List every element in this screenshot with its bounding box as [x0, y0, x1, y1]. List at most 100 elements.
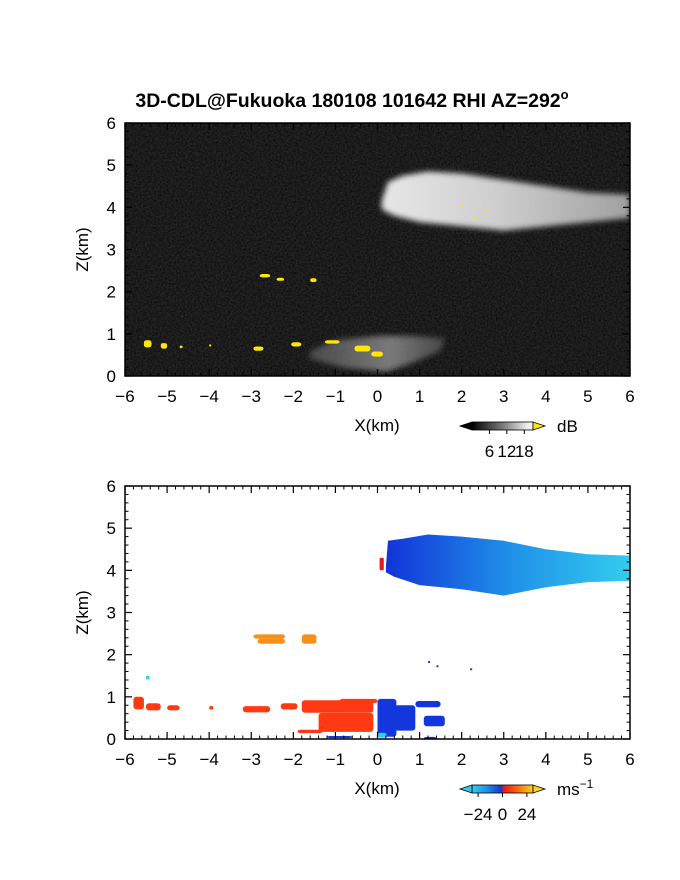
- echo-patch-low-level-negative: [377, 698, 397, 737]
- echo-patch-isolated: [428, 661, 431, 664]
- panel-2: −6 −5 −4 −3 −2 −1 0 1 2 3 4 5 6 0 1 2 3 4 5 6 X(km) Z(km) −24 0…: [73, 477, 635, 824]
- echo-patch-low-level-positive: [133, 696, 144, 710]
- echo-patch-high-backscatter: [259, 274, 271, 278]
- colorbar-unit-exponent: −1: [580, 777, 594, 791]
- x-tick-label: 1: [415, 387, 424, 406]
- x-tick-label: 2: [457, 387, 466, 406]
- x-tick-label: 4: [541, 750, 550, 769]
- x-tick-label: 1: [415, 750, 424, 769]
- x-tick-label: −3: [242, 387, 261, 406]
- y-tick-label: 6: [107, 114, 116, 133]
- echo-patch-low-level-positive: [146, 703, 161, 711]
- echo-patch-low-level-positive: [280, 703, 298, 710]
- colorbar: −24 0 24 ms−1: [458, 777, 594, 824]
- colorbar-unit: dB: [557, 417, 578, 436]
- y-tick-label: 3: [107, 604, 116, 623]
- x-tick-label: 5: [583, 750, 592, 769]
- colorbar-high-triangle: [532, 784, 547, 794]
- echo-patch-high-backscatter: [143, 340, 152, 348]
- plot-background: [125, 486, 630, 739]
- echo-patch-low-level-positive: [297, 729, 323, 734]
- echo-patch-high-backscatter: [354, 345, 371, 352]
- echo-patch-high-backscatter: [474, 217, 477, 220]
- degree-symbol: o: [561, 87, 569, 102]
- y-axis-label: Z(km): [73, 590, 92, 634]
- y-tick-label: 2: [107, 646, 116, 665]
- x-tick-label: −2: [284, 387, 303, 406]
- y-axis-label: Z(km): [73, 227, 92, 271]
- echo-patch-low-level-negative: [327, 736, 353, 739]
- x-tick-label: −5: [157, 750, 176, 769]
- echo-cloud-aloft: [381, 171, 630, 231]
- colorbar-low-triangle: [458, 784, 473, 794]
- x-tick-label: 2: [457, 750, 466, 769]
- colorbar-high-triangle: [532, 421, 547, 431]
- y-tick-label: 0: [107, 730, 116, 749]
- x-tick-label: −1: [326, 750, 345, 769]
- x-axis-label: X(km): [354, 416, 399, 435]
- echo-patch-high-backscatter: [484, 209, 487, 212]
- noise-texture: [125, 123, 630, 376]
- colorbar-unit: ms−1: [557, 777, 594, 799]
- echo-patch-low-level-positive: [339, 698, 378, 704]
- echo-patch-elevated-positive: [301, 634, 317, 644]
- x-tick-label: 4: [541, 387, 550, 406]
- data-layer: [143, 171, 630, 372]
- y-tick-label: 0: [107, 367, 116, 386]
- x-tick-label: −5: [157, 387, 176, 406]
- colorbar-tick-label: 6: [485, 442, 494, 461]
- y-tick-label: 1: [107, 688, 116, 707]
- colorbar-tick-label: 18: [515, 442, 534, 461]
- echo-patch-low-level-positive: [242, 706, 271, 713]
- x-tick-label: −4: [199, 387, 218, 406]
- x-tick-label: −6: [115, 387, 134, 406]
- x-tick-label: −2: [284, 750, 303, 769]
- x-tick-label: 0: [373, 750, 382, 769]
- colorbar-tick-label: 0: [498, 805, 507, 824]
- echo-patch-high-backscatter: [291, 342, 302, 347]
- y-tick-label: 1: [107, 325, 116, 344]
- echo-patch-high-backscatter: [179, 345, 183, 349]
- echo-patch-low-level-positive: [318, 712, 374, 732]
- echo-patch-elevated-positive: [253, 634, 285, 639]
- echo-patch-isolated: [470, 668, 473, 671]
- x-tick-label: 6: [625, 750, 634, 769]
- echo-patch-low-level-negative: [394, 705, 416, 731]
- echo-patch-isolated: [436, 665, 439, 668]
- echo-patch-low-level-positive: [301, 700, 374, 713]
- x-tick-label: 3: [499, 750, 508, 769]
- echo-patch-isolated: [146, 675, 150, 680]
- colorbar-low-triangle: [458, 421, 473, 431]
- figure-title: 3D-CDL@Fukuoka 180108 101642 RHI AZ=292o: [135, 87, 568, 112]
- echo-cloud-aloft: [385, 534, 630, 596]
- echo-patch-edge: [379, 557, 384, 571]
- colorbar-tick-label: 24: [517, 805, 536, 824]
- y-tick-label: 4: [107, 198, 116, 217]
- y-tick-label: 2: [107, 283, 116, 302]
- echo-patch-high-backscatter: [461, 205, 464, 208]
- echo-patch-high-backscatter: [160, 343, 168, 349]
- x-tick-label: 6: [625, 387, 634, 406]
- y-tick-label: 5: [107, 519, 116, 538]
- echo-patch-low-level-negative: [415, 701, 441, 708]
- y-tick-label: 3: [107, 241, 116, 260]
- y-tick-label: 4: [107, 561, 116, 580]
- x-tick-label: −1: [326, 387, 345, 406]
- colorbar-tick-label: −24: [464, 805, 493, 824]
- x-tick-label: 3: [499, 387, 508, 406]
- echo-patch-high-backscatter: [276, 277, 285, 281]
- x-tick-label: −3: [242, 750, 261, 769]
- colorbar-scale: [471, 421, 534, 431]
- echo-patch-high-backscatter: [253, 346, 264, 351]
- echo-patch-high-backscatter: [310, 278, 317, 282]
- echo-patch-low-level-positive: [209, 706, 214, 710]
- echo-patch-low-level-positive: [167, 705, 180, 711]
- echo-patch-low-level-negative: [423, 715, 445, 727]
- echo-patch-high-backscatter: [324, 340, 340, 344]
- data-layer: [133, 534, 630, 739]
- echo-patch-high-backscatter: [209, 344, 212, 347]
- echo-patch-high-backscatter: [371, 351, 383, 357]
